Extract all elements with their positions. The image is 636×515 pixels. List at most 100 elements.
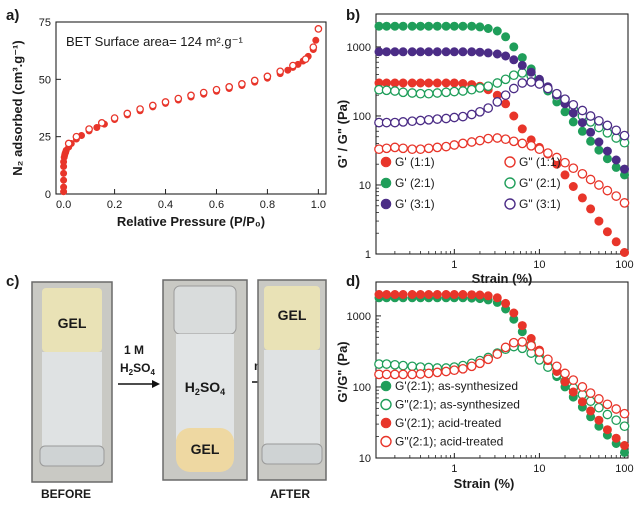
data-point: [407, 144, 418, 155]
data-point: [432, 367, 443, 378]
panel-a-y-ticks: 0 25 50 75: [39, 17, 61, 201]
panel-b-y-ticks: 1 10 100 1000: [347, 13, 381, 261]
data-point: [611, 404, 622, 414]
panel-d-letter: d): [346, 273, 360, 290]
data-point: [398, 21, 408, 31]
data-point: [534, 347, 545, 357]
data-point: [415, 21, 425, 31]
data-point: [123, 109, 132, 118]
data-point: [407, 78, 417, 88]
data-point: [398, 360, 408, 371]
data-point: [560, 170, 570, 180]
data-point: [301, 55, 310, 64]
data-point: [415, 289, 425, 299]
data-point: [381, 359, 392, 369]
data-point: [501, 298, 511, 308]
panel-a-letter: a): [6, 7, 19, 24]
data-point: [432, 88, 443, 98]
legend-marker: [504, 156, 516, 168]
data-point: [390, 359, 400, 370]
data-point: [602, 399, 613, 410]
data-point: [577, 168, 588, 179]
arrow-acid: 1 M H2SO4: [118, 343, 160, 388]
vial-before-gel: [42, 288, 102, 352]
photo-after: GEL AFTER: [257, 279, 327, 501]
data-point: [458, 86, 468, 96]
y-tick-label: 50: [39, 74, 51, 86]
data-point: [560, 107, 570, 117]
x-tick-label: 100: [615, 463, 633, 475]
data-point: [594, 415, 604, 425]
data-point: [492, 293, 502, 303]
x-tick-label: 1: [451, 463, 457, 475]
data-point: [466, 137, 477, 147]
data-point: [85, 125, 93, 133]
data-point: [374, 47, 384, 57]
panel-d-chart: d) 1 10 100 10 100 1000 G'(2:1); as-synthesi…: [335, 273, 634, 491]
data-point: [500, 74, 511, 85]
data-point: [458, 21, 468, 31]
vial-before-gel-label: GEL: [58, 315, 87, 331]
data-point: [398, 87, 408, 98]
data-point: [526, 140, 537, 151]
data-point: [424, 289, 434, 299]
data-point: [250, 76, 259, 85]
data-point: [449, 21, 459, 31]
data-point: [174, 94, 183, 103]
data-point: [382, 47, 392, 57]
data-point: [602, 120, 613, 131]
panel-d-plot-frame: [375, 281, 629, 459]
data-point: [585, 111, 596, 121]
legend-label: G'(2:1); acid-treated: [395, 416, 501, 430]
data-point: [407, 361, 418, 372]
data-point: [568, 108, 578, 118]
data-point: [602, 227, 612, 237]
data-point: [492, 97, 503, 107]
data-point: [619, 421, 630, 432]
data-point: [424, 21, 434, 31]
data-point: [585, 388, 596, 398]
data-point: [508, 136, 519, 147]
data-point: [432, 78, 442, 88]
data-point: [161, 98, 170, 106]
vial-before-base: [39, 445, 105, 467]
data-point: [568, 387, 578, 397]
legend-marker: [380, 380, 392, 392]
panel-c-letter: c): [6, 273, 19, 290]
vial-after-gel-label: GEL: [278, 307, 307, 323]
y-tick-label: 10: [359, 453, 371, 465]
panel-a-y-label: N₂ adsorbed (cm³.g⁻¹): [10, 40, 25, 175]
data-point: [475, 47, 485, 57]
data-point: [97, 119, 106, 127]
panel-b-legend: G' (1:1) G" (1:1) G' (2:1) G" (2:1) G' (3:1)…: [380, 155, 561, 211]
x-tick-label: 0.2: [107, 199, 122, 211]
data-point: [458, 47, 468, 57]
data-point: [577, 105, 588, 116]
data-point: [594, 402, 604, 413]
data-point: [602, 154, 612, 164]
data-point: [398, 143, 408, 154]
data-point: [543, 148, 553, 158]
data-point: [560, 157, 570, 168]
vial-acid-label: H2SO4: [185, 379, 225, 397]
data-point: [432, 21, 442, 31]
data-point: [509, 42, 519, 52]
data-point: [441, 87, 451, 98]
panel-d-x-label: Strain (%): [454, 476, 515, 491]
data-point: [407, 369, 418, 380]
legend-label: G" (2:1): [519, 176, 561, 190]
data-point: [449, 289, 459, 299]
legend-label: G"(2:1); acid-treated: [395, 435, 503, 449]
panel-a-x-label: Relative Pressure (P/P₀): [117, 214, 265, 229]
data-point: [312, 36, 320, 44]
panel-b-marks: [374, 21, 630, 258]
vial-before-glass: [42, 352, 102, 448]
data-point: [492, 133, 503, 143]
data-point: [60, 169, 68, 177]
data-point: [551, 361, 562, 372]
data-point: [517, 124, 527, 134]
data-point: [517, 138, 528, 149]
data-point: [423, 88, 434, 99]
y-tick-label: 75: [39, 17, 51, 29]
